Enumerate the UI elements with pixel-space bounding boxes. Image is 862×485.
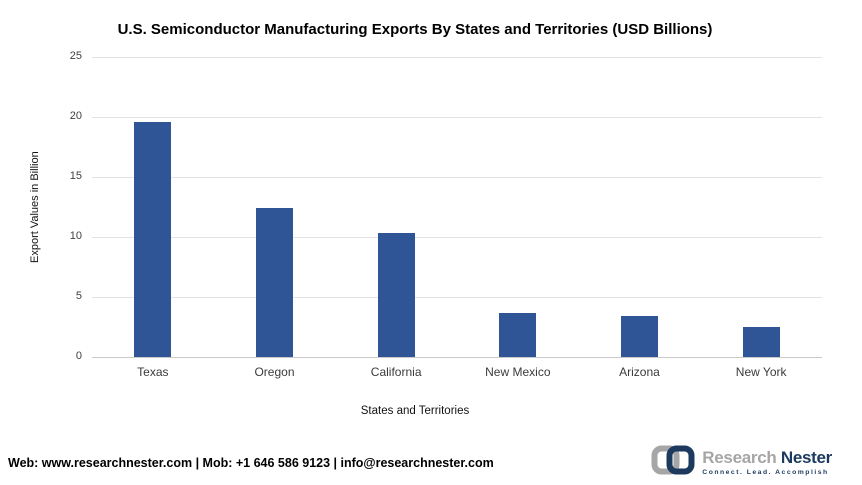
bar-california (377, 233, 415, 357)
logo-name: Research Nester (702, 449, 832, 467)
footer-contact-text: Web: www.researchnester.com | Mob: +1 64… (8, 456, 494, 470)
plot-area (92, 57, 822, 358)
x-tick-label: New Mexico (485, 365, 551, 379)
chart-title: U.S. Semiconductor Manufacturing Exports… (117, 21, 713, 38)
x-tick-label: Texas (137, 365, 169, 379)
logo-text-block: Research Nester Connect. Lead. Accomplis… (702, 449, 832, 476)
y-tick-label: 15 (69, 170, 82, 182)
y-axis-title: Export Values in Billion (29, 151, 41, 263)
bar-new-mexico (499, 312, 537, 357)
research-nester-logo: Research Nester Connect. Lead. Accomplis… (650, 442, 832, 483)
y-tick-label: 10 (69, 230, 82, 242)
bar-arizona (621, 316, 658, 357)
bar-new-york (742, 327, 780, 357)
x-tick-label: New York (735, 365, 787, 379)
x-axis-title: States and Territories (360, 405, 470, 417)
y-tick-label: 20 (69, 110, 82, 122)
x-tick-label: Arizona (619, 365, 660, 379)
gridline (92, 177, 822, 178)
x-tick-label: California (370, 365, 422, 379)
logo-name-research: Research (702, 448, 777, 468)
x-tick-label: Oregon (254, 365, 295, 379)
logo-name-nester: Nester (780, 448, 832, 468)
gridline (92, 297, 822, 298)
gridline (92, 237, 822, 238)
bar-texas (134, 121, 172, 357)
y-tick-label: 0 (75, 350, 82, 362)
chain-links-icon (650, 442, 696, 483)
y-tick-label: 5 (75, 290, 82, 302)
bar-oregon (256, 208, 293, 357)
logo-tagline: Connect. Lead. Accomplish (702, 468, 829, 476)
y-tick-label: 25 (69, 50, 82, 62)
gridline (92, 57, 822, 58)
gridline (92, 117, 822, 118)
